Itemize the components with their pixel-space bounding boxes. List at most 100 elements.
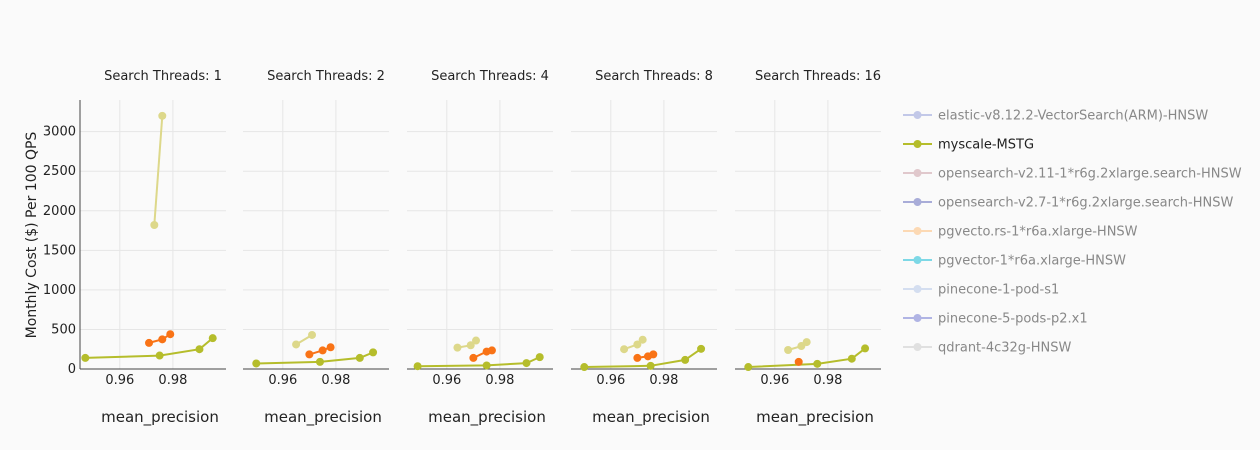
series-line <box>748 347 866 368</box>
series-pgvecto <box>145 330 175 347</box>
data-point <box>81 353 90 362</box>
data-point <box>166 330 175 339</box>
legend-item[interactable]: elastic-v8.12.2-VectorSearch(ARM)-HNSW <box>903 109 1208 124</box>
series-myscale <box>252 348 378 368</box>
legend-swatch-marker <box>913 198 922 206</box>
data-point <box>318 346 327 355</box>
x-tick-label: 0.96 <box>105 373 134 388</box>
series-myscale <box>81 334 217 362</box>
data-point <box>681 355 690 364</box>
panel-title: Search Threads: 16 <box>755 69 881 84</box>
data-point <box>326 343 335 352</box>
series-line <box>256 351 374 365</box>
data-point <box>150 221 159 230</box>
y-tick-label: 0 <box>68 362 76 377</box>
legend-swatch-marker <box>913 111 922 119</box>
legend-item[interactable]: myscale-MSTG <box>903 138 1034 153</box>
legend-label: opensearch-v2.7-1*r6g.2xlarge.search-HNS… <box>938 196 1233 211</box>
series-pgvecto <box>633 350 658 362</box>
x-tick-label: 0.98 <box>485 373 514 388</box>
data-point <box>195 345 204 354</box>
legend-label: pgvecto.rs-1*r6a.xlarge-HNSW <box>938 225 1138 240</box>
legend-swatch-marker <box>913 343 922 351</box>
series-myscale <box>413 353 544 371</box>
data-point <box>638 335 647 344</box>
data-point <box>794 357 803 366</box>
data-point <box>744 363 753 372</box>
data-point <box>369 348 378 357</box>
x-axis-label: mean_precision <box>101 408 219 427</box>
data-point <box>522 359 531 368</box>
data-point <box>145 338 154 347</box>
data-point <box>620 345 629 354</box>
x-axis-label: mean_precision <box>592 408 710 427</box>
data-point <box>813 359 822 368</box>
data-point <box>413 362 422 371</box>
x-tick-label: 0.98 <box>649 373 678 388</box>
series-line <box>584 347 702 368</box>
data-point <box>697 344 706 353</box>
legend-swatch-marker <box>913 314 922 322</box>
panel-title: Search Threads: 4 <box>431 69 549 84</box>
legend-label: qdrant-4c32g-HNSW <box>938 341 1071 356</box>
series-myscale <box>580 344 706 372</box>
series-line <box>85 337 214 359</box>
series-qdrant <box>292 330 317 349</box>
legend-label: pinecone-5-pods-p2.x1 <box>938 312 1088 327</box>
legend-swatch-marker <box>913 285 922 293</box>
data-point <box>315 357 324 366</box>
legend-item[interactable]: qdrant-4c32g-HNSW <box>903 341 1071 356</box>
legend-item[interactable]: pgvector-1*r6a.xlarge-HNSW <box>903 254 1126 269</box>
legend-item[interactable]: opensearch-v2.7-1*r6g.2xlarge.search-HNS… <box>903 196 1233 211</box>
legend-swatch-marker <box>913 140 922 148</box>
data-point <box>847 354 856 363</box>
y-tick-label: 1500 <box>43 243 76 258</box>
y-axis-label: Monthly Cost ($) Per 100 QPS <box>24 132 40 339</box>
x-tick-label: 0.96 <box>596 373 625 388</box>
series-pgvecto <box>469 346 496 362</box>
series-line <box>417 356 541 368</box>
series-qdrant <box>150 111 167 230</box>
legend-label: opensearch-v2.11-1*r6g.2xlarge.search-HN… <box>938 167 1242 182</box>
panel-3: 0.96 0.98 Search Threads: 4 mean_precision <box>407 69 553 427</box>
panel-title: Search Threads: 1 <box>104 69 222 84</box>
series-myscale <box>744 344 870 372</box>
legend-swatch-marker <box>913 227 922 235</box>
data-point <box>158 335 167 344</box>
data-point <box>646 361 655 370</box>
legend-item[interactable]: pinecone-1-pod-s1 <box>903 283 1059 298</box>
y-tick-label: 2000 <box>43 204 76 219</box>
series-qdrant <box>453 336 481 352</box>
y-tick-label: 1000 <box>43 283 76 298</box>
x-axis-label: mean_precision <box>756 408 874 427</box>
y-tick-label: 2500 <box>43 164 76 179</box>
legend-item[interactable]: pinecone-5-pods-p2.x1 <box>903 312 1088 327</box>
panels-group: 0 500 1000 1500 2000 2500 3000 0.96 0.98 Search T… <box>43 69 881 427</box>
legend-label: elastic-v8.12.2-VectorSearch(ARM)-HNSW <box>938 109 1208 124</box>
panel-4: 0.96 0.98 Search Threads: 8 mean_precision <box>571 69 717 427</box>
panel-1: 0 500 1000 1500 2000 2500 3000 0.96 0.98 Search T… <box>43 69 226 427</box>
panel-title: Search Threads: 8 <box>595 69 713 84</box>
data-point <box>580 363 589 372</box>
legend-item[interactable]: pgvecto.rs-1*r6a.xlarge-HNSW <box>903 225 1138 240</box>
data-point <box>469 353 478 362</box>
data-point <box>453 343 462 352</box>
data-point <box>252 359 261 368</box>
legend-item[interactable]: opensearch-v2.11-1*r6g.2xlarge.search-HN… <box>903 167 1242 182</box>
data-point <box>784 346 793 355</box>
panel-5: 0.96 0.98 Search Threads: 16 mean_precision <box>735 69 881 427</box>
series-qdrant <box>620 335 647 354</box>
data-point <box>633 353 642 362</box>
x-tick-label: 0.98 <box>813 373 842 388</box>
data-point <box>158 111 167 120</box>
legend: elastic-v8.12.2-VectorSearch(ARM)-HNSW my… <box>903 109 1242 356</box>
legend-swatch-marker <box>913 256 922 264</box>
data-point <box>535 353 544 362</box>
y-tick-label: 3000 <box>43 125 76 140</box>
data-point <box>649 350 658 359</box>
data-point <box>355 353 364 362</box>
data-point <box>472 336 481 345</box>
data-point <box>305 350 314 359</box>
x-axis-label: mean_precision <box>428 408 546 427</box>
series-pgvecto <box>794 357 803 366</box>
